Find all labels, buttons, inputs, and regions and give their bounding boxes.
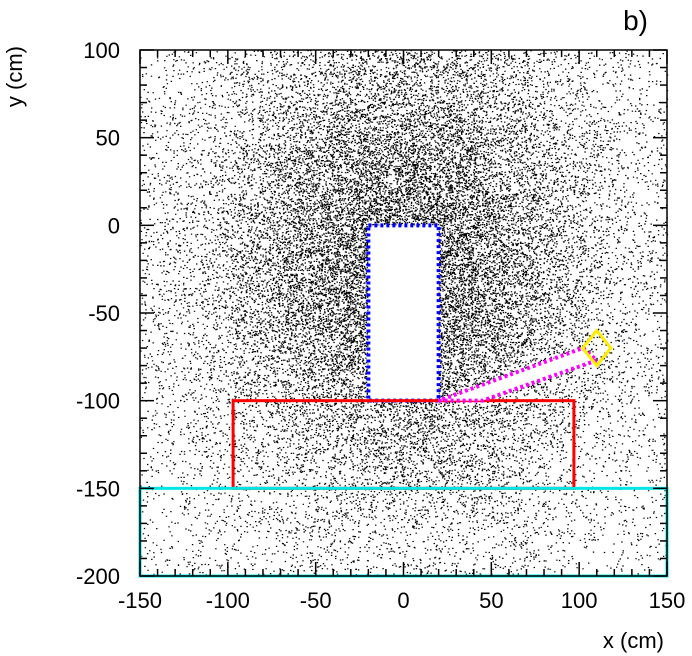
x-tick-label: 150 xyxy=(649,588,686,613)
y-tick-label: 100 xyxy=(83,38,120,63)
tick-labels: -150 -100 -50 0 50 100 150-200-150-100-5005010… xyxy=(76,38,685,613)
x-tick-label: -150 xyxy=(118,588,162,613)
scatter-point-cloud xyxy=(140,50,669,578)
y-axis-title: y (cm) xyxy=(2,46,27,107)
x-tick-label: 50 xyxy=(479,588,503,613)
x-axis-title: x (cm) xyxy=(603,628,664,653)
region-polygon-3 xyxy=(437,345,601,403)
y-tick-label: -50 xyxy=(88,301,120,326)
axis-ticks xyxy=(139,49,668,577)
scatter-points xyxy=(140,50,669,578)
x-tick-label: 0 xyxy=(397,588,409,613)
y-tick-label: -200 xyxy=(76,564,120,589)
region-outlines xyxy=(138,223,669,578)
y-tick-label: 50 xyxy=(96,126,120,151)
y-tick-label: -150 xyxy=(76,476,120,501)
x-tick-label: -100 xyxy=(206,588,250,613)
panel-label: b) xyxy=(623,5,648,36)
region-polygon-4 xyxy=(580,328,613,368)
region-rect-0 xyxy=(366,223,441,403)
y-tick-label: -100 xyxy=(76,389,120,414)
x-tick-label: 100 xyxy=(561,588,598,613)
x-tick-label: -50 xyxy=(300,588,332,613)
y-tick-label: 0 xyxy=(108,213,120,238)
